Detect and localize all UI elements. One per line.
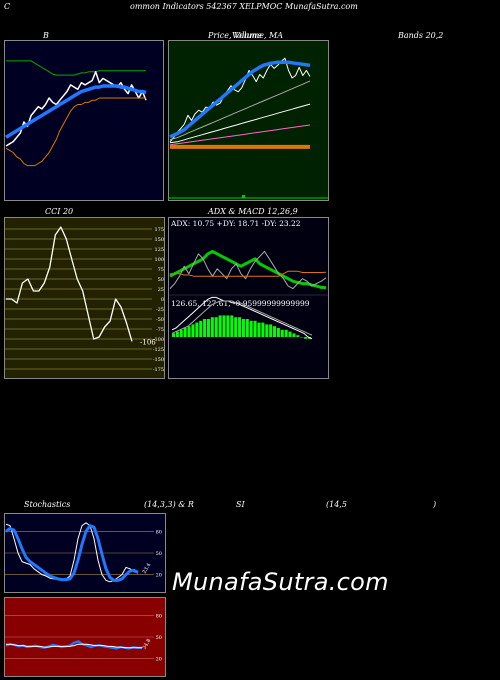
macd-histogram-bar: [183, 328, 187, 337]
macd-histogram-bar: [284, 329, 288, 337]
rsi-last-label: 34.8: [142, 638, 153, 651]
cci-tick-label: -75: [156, 327, 164, 333]
macd-histogram-bar: [261, 322, 265, 337]
macd-histogram-bar: [199, 320, 203, 337]
bollinger-lower-band-line: [5, 97, 146, 167]
macd-histogram-bar: [179, 329, 183, 337]
rsi-tick-label: 50: [156, 635, 162, 641]
macd-histogram-bar: [257, 322, 261, 337]
price-ma-long-line: [169, 103, 311, 144]
cci-tick-label: 25: [158, 287, 164, 293]
macd-histogram-bar: [203, 319, 207, 337]
price-ma-pink-line: [169, 124, 311, 146]
cci-label: CCI 20: [45, 207, 74, 216]
cci-tick-label: 125: [154, 247, 164, 253]
rsi-rsi-ma-line: [6, 643, 142, 649]
rsi-tick-label: 20: [156, 657, 162, 663]
macd-histogram-bar: [241, 319, 245, 337]
stoch-last-label: 23.4: [142, 562, 153, 575]
stoch-params-label: (14,3,3) & R: [144, 500, 194, 509]
macd-histogram-bar: [206, 319, 210, 337]
cci-tick-label: -25: [156, 307, 164, 313]
rsi-tick-label: 80: [156, 613, 162, 619]
stoch-tick-label: 20: [156, 573, 162, 579]
macd-histogram-bar: [276, 328, 280, 337]
macd-histogram-bar: [195, 322, 199, 337]
panel-background: [4, 40, 164, 201]
macd-histogram-bar: [238, 317, 242, 337]
cci-tick-label: 175: [154, 227, 164, 233]
macd-macd-line: [171, 296, 313, 340]
cci-tick-label: 0: [161, 297, 164, 303]
price-ma-short-line: [169, 60, 311, 139]
adx-macd-label: ADX & MACD 12,26,9: [208, 207, 298, 216]
macd-histogram-bar: [191, 324, 195, 337]
macd-histogram-bar: [222, 315, 226, 337]
cci-tick-label: -50: [156, 317, 164, 323]
adx-plus-di-line: [169, 250, 327, 290]
price-price-line: [169, 57, 311, 143]
cci-chart: 175 150 125 100 75 50 25 0 -25 -50 -75 -100 -125 -150…: [4, 217, 165, 379]
macd-histogram-bar: [230, 315, 234, 337]
macd-histogram-bar: [265, 324, 269, 337]
cci-last-label: -106: [140, 338, 156, 346]
cci-tick-label: 50: [158, 277, 164, 283]
macd-histogram-bar: [234, 317, 238, 337]
macd-histogram-bar: [249, 320, 253, 337]
watermark: MunafaSutra.com: [172, 568, 389, 596]
adx-title: ADX: 10.75 +DY: 18.71 -DY: 23.22: [170, 219, 301, 228]
stoch-tick-label: 50: [156, 551, 162, 557]
macd-histogram-bar: [187, 326, 191, 337]
cci-line: [6, 226, 133, 342]
macd-histogram-bar: [280, 329, 284, 337]
page-title: ommon Indicators 542367 XELPMOC MunafaSu…: [130, 2, 358, 11]
rsi-label: SI: [236, 500, 245, 509]
volume-bar: [242, 195, 245, 198]
adx-macd-chart: ADX: 10.75 +DY: 18.71 -DY: 23.22126.65, …: [168, 217, 329, 379]
macd-histogram-bar: [304, 337, 308, 339]
header-prefix: C: [4, 2, 11, 11]
adx-minus-di-line: [170, 270, 327, 277]
cci-tick-label: -150: [153, 357, 164, 363]
cci-tick-label: -100: [153, 337, 164, 343]
macd-histogram-bar: [214, 317, 218, 337]
adx-adx-line: [169, 249, 327, 290]
macd-histogram-bar: [253, 320, 257, 337]
macd-histogram-bar: [245, 319, 249, 337]
macd-signal-line: [171, 300, 313, 336]
stoch-tick-label: 80: [156, 529, 162, 535]
bollinger-upper-band-line: [6, 60, 146, 76]
macd-histogram-bar: [288, 331, 292, 337]
macd-histogram-bar: [172, 333, 175, 337]
volume-overlap-label: Volume: [232, 31, 262, 40]
cci-tick-label: -125: [153, 347, 164, 353]
macd-histogram-bar: [300, 337, 304, 338]
bollinger-middle-band-line: [5, 84, 147, 139]
macd-histogram-bar: [210, 317, 214, 337]
cci-tick-label: 150: [154, 237, 164, 243]
cci-tick-label: 100: [154, 257, 164, 263]
price-volume-chart: [168, 40, 329, 201]
price-ma-mid-line: [169, 80, 311, 141]
stochastics-label: Stochastics: [24, 500, 71, 509]
macd-histogram-bar: [226, 315, 230, 337]
cci-tick-label: -175: [153, 367, 164, 373]
macd-histogram-bar: [175, 331, 179, 337]
cci-tick-label: 75: [158, 267, 164, 273]
rsi-close-label: ): [433, 500, 437, 509]
price-volume-label: Price, Volume, MA: [208, 31, 284, 40]
bollinger-label: B: [43, 31, 49, 40]
rsi-params-label: (14,5: [326, 500, 347, 509]
stoch-d-line: [5, 524, 139, 582]
macd-histogram-bar: [269, 324, 273, 337]
macd-histogram-bar: [273, 326, 277, 337]
bollinger-chart: [4, 40, 164, 201]
macd-histogram-bar: [218, 315, 222, 337]
panel-background: [168, 217, 329, 379]
bands-label: Bands 20,2: [398, 31, 444, 40]
macd-histogram-bar: [292, 333, 296, 337]
macd-histogram-bar: [296, 335, 300, 337]
